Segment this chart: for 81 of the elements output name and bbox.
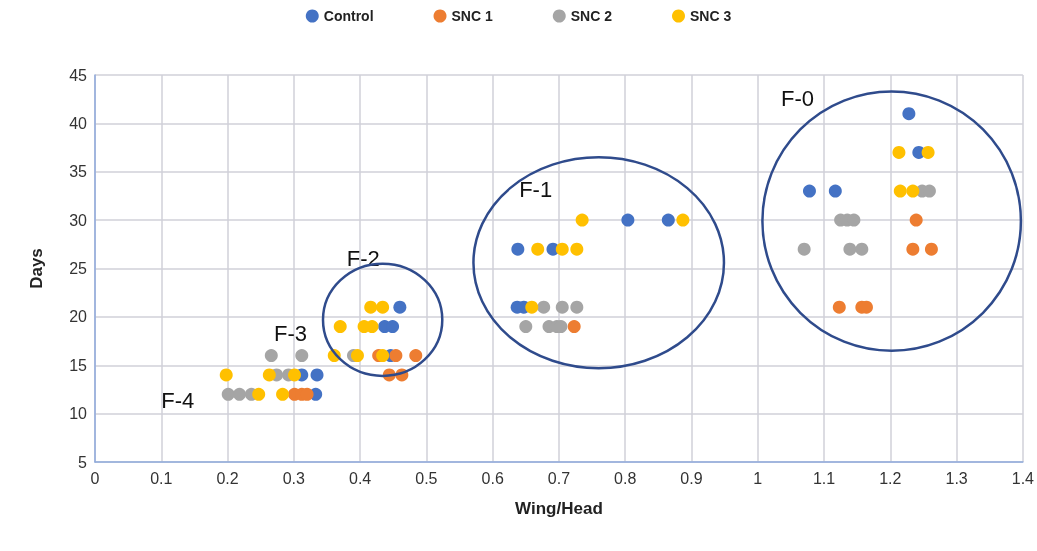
point xyxy=(575,213,589,227)
point xyxy=(389,349,403,363)
annotation: F-1 xyxy=(519,177,553,203)
point xyxy=(855,242,869,256)
point xyxy=(350,349,364,363)
point xyxy=(828,184,842,198)
point xyxy=(906,184,920,198)
legend-label: SNC 3 xyxy=(690,8,732,24)
point xyxy=(519,320,533,334)
point xyxy=(802,184,816,198)
point xyxy=(570,300,584,314)
point xyxy=(295,349,309,363)
annotation: F-0 xyxy=(780,86,814,112)
legend-label: Control xyxy=(323,8,374,24)
x-axis-title: Wing/Head xyxy=(515,499,603,518)
point xyxy=(264,349,278,363)
x-tick-label: 0.7 xyxy=(547,469,571,487)
point xyxy=(909,213,923,227)
y-tick-label: 10 xyxy=(69,405,88,423)
y-tick-label: 5 xyxy=(78,453,88,471)
point xyxy=(233,387,246,401)
point xyxy=(555,242,569,256)
point xyxy=(537,300,551,314)
y-tick-label: 45 xyxy=(69,66,88,84)
point xyxy=(797,242,811,256)
point xyxy=(893,184,907,198)
y-tick-label: 25 xyxy=(69,260,88,277)
point xyxy=(525,300,539,314)
point xyxy=(221,387,235,401)
point xyxy=(924,242,938,256)
legend-label: SNC 2 xyxy=(570,8,613,24)
x-tick-label: 1.2 xyxy=(879,469,902,487)
x-tick-label: 1.3 xyxy=(945,469,968,487)
x-tick-label: 0 xyxy=(90,469,100,487)
point xyxy=(902,107,916,121)
point xyxy=(262,368,276,382)
y-tick-label: 40 xyxy=(69,114,88,132)
x-tick-label: 0.4 xyxy=(348,469,372,487)
x-tick-label: 0.1 xyxy=(150,469,173,487)
point xyxy=(276,387,290,401)
x-tick-label: 0.6 xyxy=(481,469,504,487)
x-tick-label: 0.9 xyxy=(680,469,703,487)
annotation: F-3 xyxy=(273,321,307,347)
point xyxy=(567,320,581,334)
point xyxy=(570,242,584,256)
point xyxy=(676,213,690,227)
point xyxy=(555,300,569,314)
legend-label: SNC 1 xyxy=(451,8,493,24)
y-tick-label: 35 xyxy=(69,163,88,181)
y-tick-label: 15 xyxy=(69,356,88,374)
x-tick-label: 0.5 xyxy=(415,469,438,487)
x-tick-label: 0.8 xyxy=(614,469,637,487)
point xyxy=(843,242,857,256)
point xyxy=(219,368,233,382)
point xyxy=(333,320,347,334)
x-tick-label: 1.1 xyxy=(812,469,836,487)
x-tick-label: 1 xyxy=(753,469,763,487)
point xyxy=(409,349,423,363)
point xyxy=(832,300,846,314)
point xyxy=(376,300,390,314)
y-tick-label: 30 xyxy=(69,211,88,229)
point xyxy=(310,368,324,382)
point xyxy=(621,213,635,227)
x-tick-label: 0.2 xyxy=(216,469,239,487)
x-tick-label: 1.4 xyxy=(1011,469,1035,487)
point xyxy=(288,368,301,382)
y-axis-title: Days xyxy=(27,248,46,289)
point xyxy=(906,242,920,256)
point xyxy=(364,300,378,314)
point xyxy=(252,387,266,401)
x-tick-label: 0.3 xyxy=(282,469,306,487)
point xyxy=(386,320,400,334)
annotation: F-4 xyxy=(161,387,195,413)
y-tick-label: 20 xyxy=(69,308,88,326)
point xyxy=(531,242,545,256)
point xyxy=(511,242,525,256)
point xyxy=(376,349,390,363)
point xyxy=(892,145,906,159)
point xyxy=(921,145,935,159)
point xyxy=(393,300,407,314)
point xyxy=(661,213,675,227)
